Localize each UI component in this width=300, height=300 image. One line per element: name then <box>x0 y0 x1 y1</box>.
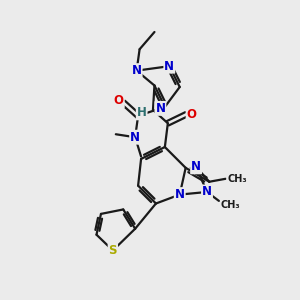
Text: N: N <box>175 188 185 201</box>
Text: N: N <box>130 131 140 144</box>
Text: H: H <box>137 106 147 119</box>
Text: N: N <box>202 185 212 199</box>
Text: S: S <box>109 244 117 257</box>
Text: O: O <box>114 94 124 107</box>
Text: N: N <box>191 160 201 173</box>
Text: N: N <box>132 64 142 77</box>
Text: CH₃: CH₃ <box>227 174 247 184</box>
Text: N: N <box>155 102 165 115</box>
Text: O: O <box>187 108 196 121</box>
Text: N: N <box>164 60 174 73</box>
Text: CH₃: CH₃ <box>221 200 241 210</box>
